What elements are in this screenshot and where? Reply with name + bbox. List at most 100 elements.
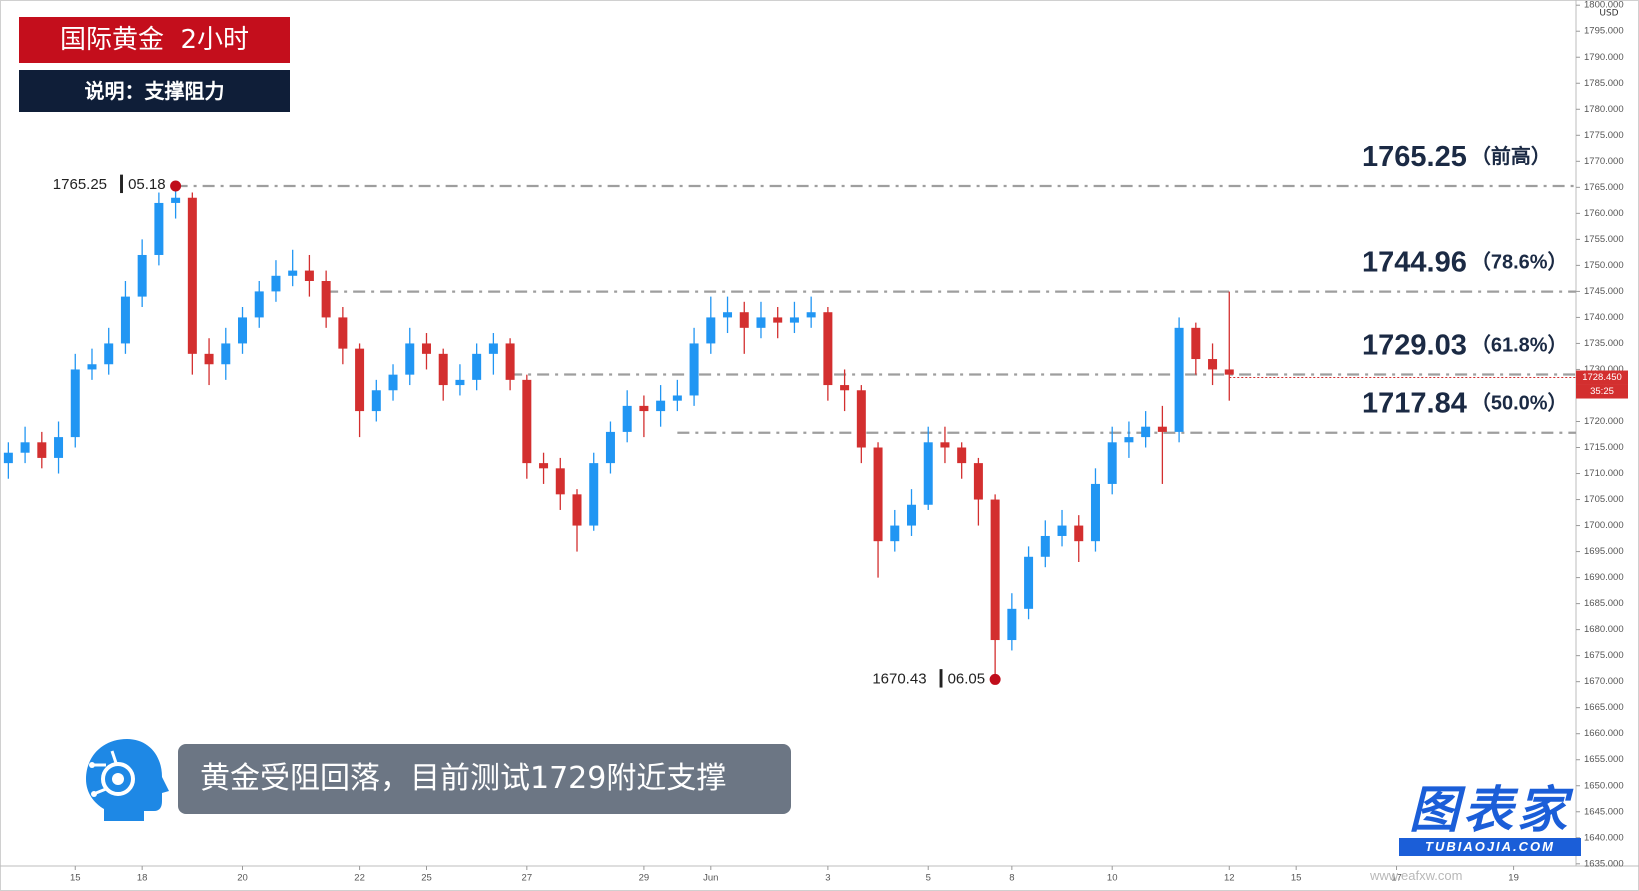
level-value-number: 1744.96: [1362, 246, 1467, 278]
candle-body: [789, 317, 799, 323]
y-tick-label: 1690.000: [1584, 572, 1624, 583]
y-tick-label: 1655.000: [1584, 754, 1624, 765]
y-tick-label: 1745.000: [1584, 286, 1624, 297]
logo-url: TUBIAOJIA.COM: [1399, 838, 1581, 856]
candle-body: [1124, 437, 1134, 443]
candle-body: [187, 197, 197, 354]
candle-body: [505, 343, 515, 380]
x-tick-label: 10: [1107, 873, 1118, 884]
level-note: （61.8%）: [1471, 334, 1568, 357]
candle-body: [706, 317, 716, 344]
x-tick-label: 22: [354, 873, 365, 884]
caption: 黄金受阻回落，目前测试1729附近支撑: [200, 761, 727, 796]
candle-body: [87, 364, 97, 370]
y-tick-label: 1670.000: [1584, 676, 1624, 687]
candle-body: [171, 197, 181, 203]
y-tick-label: 1770.000: [1584, 156, 1624, 167]
candle-body: [1208, 359, 1218, 370]
logo: 图表家 TUBIAOJIA.COM: [1399, 782, 1581, 858]
y-tick-label: 1785.000: [1584, 78, 1624, 89]
candle-body: [806, 312, 816, 318]
y-tick-label: 1710.000: [1584, 468, 1624, 479]
candle-body: [589, 463, 599, 526]
subtitle-box: 说明：支撑阻力: [19, 70, 290, 112]
subtitle: 说明：支撑阻力: [84, 79, 225, 103]
candle-body: [221, 343, 231, 365]
candle-body: [304, 270, 314, 281]
candle-body: [1141, 426, 1151, 438]
level-note: （78.6%）: [1471, 251, 1568, 274]
candle-body: [656, 400, 666, 412]
candle-body: [773, 317, 783, 323]
x-tick-label: 18: [137, 873, 148, 884]
caption-box: 黄金受阻回落，目前测试1729附近支撑: [178, 744, 791, 814]
candle-body: [1107, 442, 1117, 484]
y-tick-label: 1755.000: [1584, 234, 1624, 245]
level-value-number: 1717.84: [1362, 387, 1467, 419]
countdown: 35:25: [1590, 386, 1614, 397]
candle-body: [723, 312, 733, 318]
candle-body: [823, 312, 833, 386]
y-tick-label: 1680.000: [1584, 624, 1624, 635]
y-tick-label: 1660.000: [1584, 728, 1624, 739]
separator: ┃: [117, 174, 126, 194]
candle-body: [890, 525, 900, 542]
candle-body: [371, 390, 381, 412]
candle-body: [756, 317, 766, 328]
y-tick-label: 1720.000: [1584, 416, 1624, 427]
chart-title: 国际黄金 2小时: [59, 25, 250, 55]
candle-body: [70, 369, 80, 438]
level-note: （前高）: [1471, 144, 1551, 168]
candle-body: [572, 494, 582, 526]
candle-body: [405, 343, 415, 375]
candle-body: [539, 463, 549, 469]
x-tick-label: 15: [1291, 873, 1302, 884]
y-tick-label: 1790.000: [1584, 52, 1624, 63]
price-tag-label: 1728.450: [1582, 372, 1622, 383]
candle-body: [739, 312, 749, 328]
x-tick-label: 5: [926, 873, 931, 884]
candle-body: [840, 385, 850, 391]
x-tick-label: 25: [421, 873, 432, 884]
candle-body: [37, 442, 47, 458]
candle-body: [104, 343, 114, 365]
candle-body: [288, 270, 298, 276]
x-tick-label: 19: [1508, 873, 1519, 884]
extreme-dot: [170, 180, 182, 192]
y-tick-label: 1780.000: [1584, 104, 1624, 115]
candle-body: [421, 343, 431, 354]
countdown-tag: [1576, 384, 1628, 399]
candle-body: [204, 353, 214, 365]
candle-body: [605, 431, 615, 464]
candle-body: [689, 343, 699, 396]
candle-body: [622, 405, 632, 432]
candle-body: [472, 353, 482, 380]
currency: USD: [1599, 9, 1618, 19]
candle-body: [555, 468, 565, 495]
x-tick-label: 8: [1009, 873, 1014, 884]
candle-body: [238, 317, 248, 344]
candle-body: [54, 437, 64, 458]
candle-body: [20, 442, 30, 453]
x-tick-label: 12: [1224, 873, 1235, 884]
candle-body: [1007, 608, 1017, 641]
price-tag: [1576, 370, 1628, 385]
candle-body: [907, 504, 917, 526]
head-icon: [86, 739, 169, 821]
y-tick-label: 1765.000: [1584, 182, 1624, 193]
candle-body: [1191, 327, 1201, 360]
level-value-number: 1765.25: [1362, 141, 1467, 173]
candle-body: [990, 499, 1000, 641]
extreme-date: 05.18: [128, 176, 166, 193]
y-tick-label: 1695.000: [1584, 546, 1624, 557]
candle-body: [522, 379, 532, 464]
candle-body: [455, 379, 465, 386]
candle-body: [388, 374, 398, 391]
title-box: 国际黄金 2小时: [19, 17, 290, 63]
x-tick-label: 3: [825, 873, 830, 884]
y-tick-label: 1795.000: [1584, 26, 1624, 37]
level-value: 1717.84 （50.0%）: [1362, 387, 1568, 419]
x-tick-label: 17: [1391, 873, 1402, 884]
candle-body: [639, 405, 649, 412]
